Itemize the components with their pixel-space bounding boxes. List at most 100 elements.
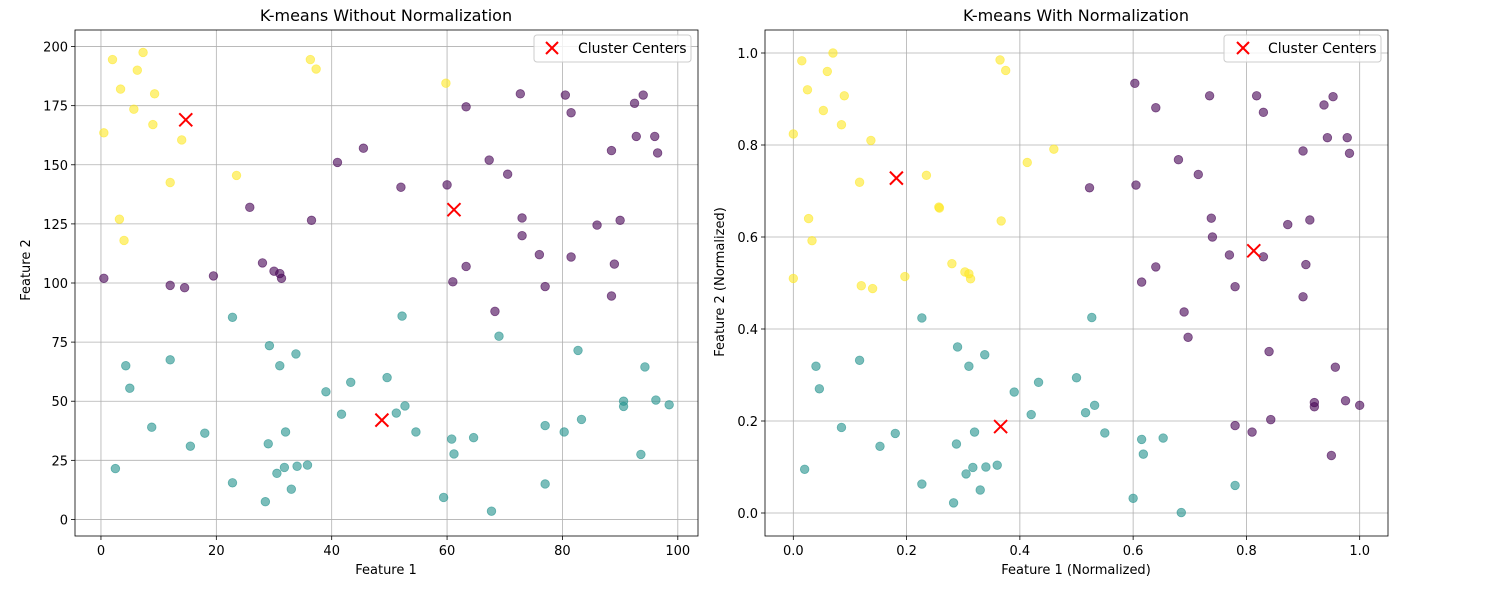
data-point <box>1326 450 1337 461</box>
data-point <box>148 119 158 130</box>
x-tick-label: 40 <box>323 544 340 559</box>
data-point <box>875 441 885 452</box>
chart-right-xlabel: Feature 1 (Normalized) <box>1001 563 1151 578</box>
data-point <box>1087 312 1097 323</box>
x-tick-label: 0.8 <box>1236 544 1257 559</box>
chart-right-plot: 0.0 0.2 0.4 0.6 0.8 1.0 0.0 0.2 0.4 0.6 0.8 1.0 <box>737 29 1389 559</box>
x-tick-label: 0.0 <box>783 544 804 559</box>
data-point <box>1136 434 1147 445</box>
data-point <box>828 48 838 58</box>
data-point <box>560 90 571 100</box>
data-point <box>280 427 291 437</box>
data-point <box>1136 277 1147 287</box>
data-point <box>1309 402 1320 412</box>
data-point <box>264 340 275 351</box>
data-point <box>811 361 821 371</box>
data-point <box>1322 132 1333 143</box>
data-point <box>947 258 957 269</box>
data-point <box>115 84 126 94</box>
axes-frame <box>764 29 1389 537</box>
chart-left: K-means Without Normalization 0 20 40 60 80 1… <box>19 6 699 578</box>
data-point <box>1319 100 1329 110</box>
x-tick-label: 0.6 <box>1123 544 1144 559</box>
data-point <box>1298 292 1308 302</box>
data-point <box>836 120 847 130</box>
data-point <box>1128 493 1138 503</box>
data-point <box>231 170 242 181</box>
data-point <box>636 449 646 460</box>
data-point <box>396 182 406 192</box>
data-point <box>446 434 457 444</box>
data-point <box>107 54 118 65</box>
data-point <box>664 400 674 410</box>
data-point <box>200 428 210 438</box>
data-point <box>305 54 316 65</box>
legend-cross-marker <box>545 41 559 55</box>
y-tick-label: 0 <box>60 513 68 528</box>
data-point <box>606 145 617 156</box>
data-point <box>921 170 932 181</box>
data-point <box>292 461 302 471</box>
data-point <box>99 273 109 283</box>
data-point <box>442 180 452 190</box>
data-point <box>802 85 813 95</box>
data-point <box>438 492 449 503</box>
data-point <box>1344 148 1355 158</box>
y-tick-label: 175 <box>43 100 68 115</box>
data-point <box>486 506 497 516</box>
data-point <box>1193 169 1203 180</box>
data-point <box>566 108 576 118</box>
data-point <box>981 462 991 472</box>
data-point <box>592 220 602 230</box>
data-point <box>818 105 829 116</box>
data-point <box>917 313 927 323</box>
data-point <box>965 274 976 284</box>
data-point <box>245 202 255 213</box>
data-point <box>640 362 650 372</box>
data-point <box>1022 157 1032 168</box>
data-point <box>803 213 814 224</box>
x-tick-label: 80 <box>554 544 571 559</box>
data-point <box>1131 180 1141 190</box>
data-point <box>618 401 629 412</box>
data-point <box>1138 449 1149 459</box>
data-point <box>336 409 347 419</box>
data-point <box>502 169 513 179</box>
data-point <box>650 131 660 142</box>
data-point <box>961 469 971 479</box>
y-tick-label: 0.8 <box>737 139 758 154</box>
data-point <box>615 215 625 226</box>
cluster-center-marker <box>446 202 462 217</box>
data-point <box>890 428 900 439</box>
data-point <box>1084 183 1095 193</box>
data-point <box>652 148 663 158</box>
chart-right-legend: Cluster Centers <box>1223 34 1382 63</box>
data-point <box>291 349 301 359</box>
data-point <box>1183 332 1193 342</box>
data-point <box>1151 103 1161 113</box>
y-tick-label: 75 <box>51 336 68 351</box>
data-point <box>867 283 878 294</box>
data-point <box>276 273 287 283</box>
data-point <box>119 235 129 246</box>
data-point <box>129 104 139 114</box>
data-point <box>165 177 175 188</box>
cluster-center-marker <box>178 112 193 128</box>
data-point <box>1330 362 1341 372</box>
axes-frame <box>74 29 699 537</box>
data-point <box>807 235 817 246</box>
data-point <box>1049 144 1059 154</box>
chart-left-ylabel: Feature 2 <box>19 239 34 301</box>
data-point <box>461 102 471 112</box>
data-point <box>606 291 617 301</box>
data-point <box>1354 400 1365 411</box>
data-point <box>1328 91 1338 102</box>
data-point <box>968 462 978 473</box>
y-tick-label: 0.2 <box>737 415 758 430</box>
data-point <box>1230 480 1240 491</box>
data-point <box>1071 373 1082 383</box>
data-point <box>1089 400 1100 411</box>
y-tick-label: 125 <box>43 218 68 233</box>
cluster-center-marker <box>993 419 1008 434</box>
data-point <box>1158 433 1168 443</box>
